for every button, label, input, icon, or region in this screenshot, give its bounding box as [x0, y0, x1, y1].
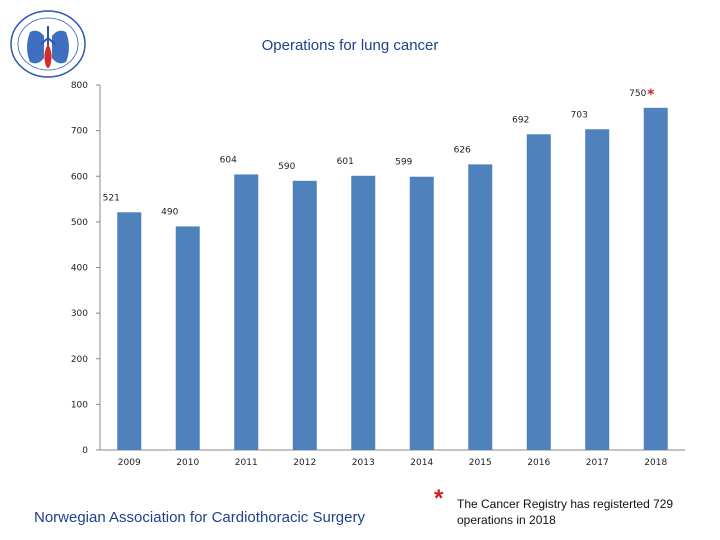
bar-2012 — [292, 180, 317, 450]
data-label-2018: 750 — [629, 89, 646, 99]
bar-2016 — [526, 134, 551, 450]
y-tick-label: 500 — [71, 218, 88, 228]
bar-2018 — [643, 107, 668, 450]
data-label-2012: 590 — [278, 162, 295, 172]
x-tick-label-2016: 2016 — [527, 458, 550, 468]
chart-title: Operations for lung cancer — [261, 37, 439, 54]
x-tick-label-2018: 2018 — [644, 458, 667, 468]
data-label-2015: 626 — [454, 145, 471, 155]
data-label-2014: 599 — [395, 158, 412, 168]
x-tick-label-2013: 2013 — [352, 458, 375, 468]
y-tick-label: 0 — [82, 446, 88, 456]
x-tick-label-2015: 2015 — [469, 458, 492, 468]
annotation-asterisk: * — [647, 87, 655, 103]
data-label-2010: 490 — [161, 207, 178, 217]
bar-2010 — [175, 226, 200, 450]
y-tick-label: 700 — [71, 127, 88, 137]
note-asterisk: * — [434, 485, 444, 512]
y-tick-label: 300 — [71, 309, 88, 319]
organization-name: Norwegian Association for Cardiothoracic… — [34, 509, 365, 526]
bar-2017 — [585, 129, 610, 450]
x-tick-label-2017: 2017 — [586, 458, 609, 468]
data-label-2013: 601 — [337, 157, 354, 167]
y-tick-label: 800 — [71, 81, 88, 91]
bar-2015 — [468, 164, 493, 450]
data-label-2017: 703 — [571, 110, 588, 120]
bar-2009 — [117, 212, 142, 450]
data-label-2011: 604 — [220, 155, 237, 165]
x-tick-label-2014: 2014 — [410, 458, 433, 468]
y-tick-label: 100 — [71, 400, 88, 410]
bar-2011 — [234, 174, 259, 451]
data-label-2009: 521 — [103, 193, 120, 203]
data-label-2016: 692 — [512, 115, 529, 125]
x-tick-label-2012: 2012 — [293, 458, 316, 468]
x-tick-label-2011: 2011 — [235, 458, 258, 468]
association-logo-icon — [10, 10, 86, 78]
registry-note: The Cancer Registry has registerted 729 … — [457, 497, 674, 527]
y-tick-label: 600 — [71, 172, 88, 182]
y-tick-label: 400 — [71, 264, 88, 274]
x-tick-label-2009: 2009 — [118, 458, 141, 468]
bar-2014 — [409, 176, 434, 451]
x-tick-label-2010: 2010 — [176, 458, 199, 468]
bar-2013 — [351, 175, 376, 450]
y-tick-label: 200 — [71, 355, 88, 365]
